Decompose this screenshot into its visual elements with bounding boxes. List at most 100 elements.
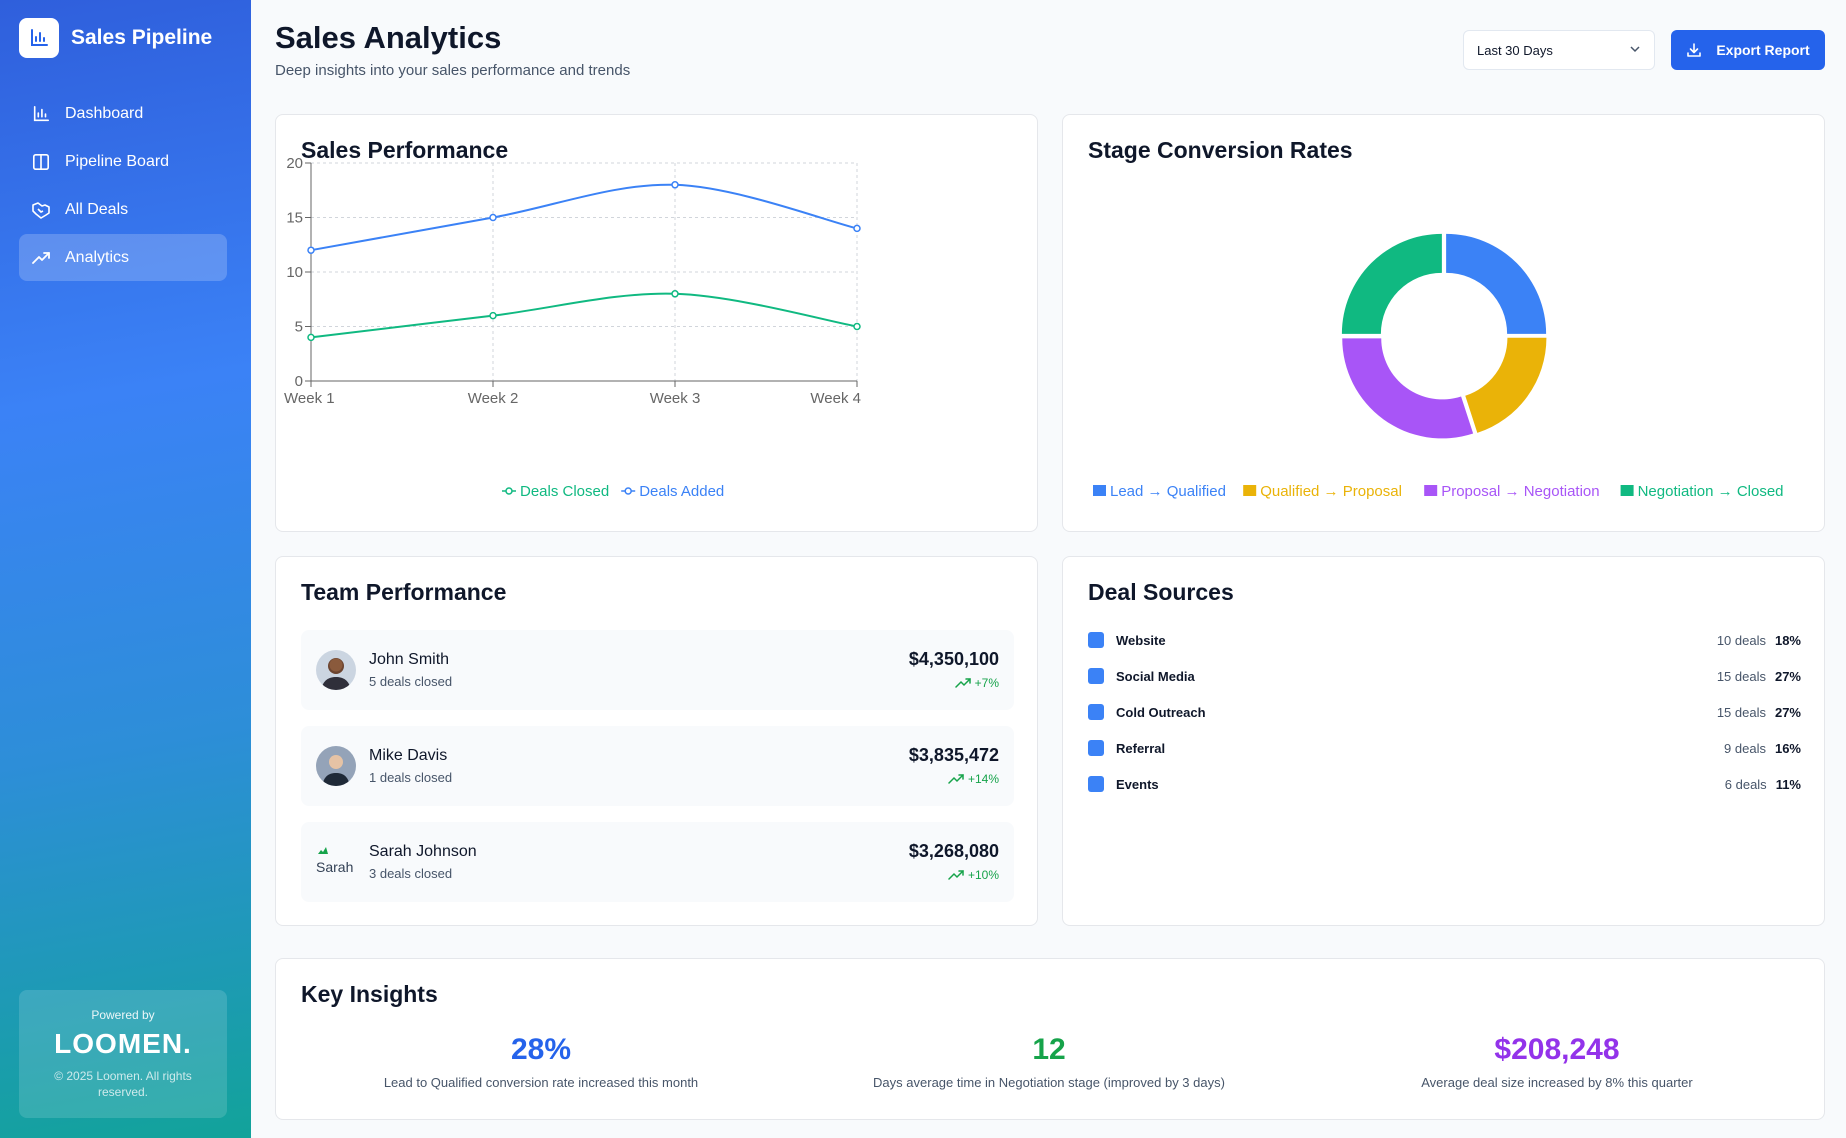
data-point	[489, 311, 497, 320]
date-range-select[interactable]: Last 30 Days	[1463, 30, 1655, 70]
y-tick-label: 5	[295, 319, 303, 336]
card-title: Sales Performance	[301, 137, 509, 163]
donut-slice	[1341, 233, 1442, 334]
x-tick-label: Week 3	[650, 390, 701, 407]
card-title: Team Performance	[301, 579, 507, 605]
member-change: +14%	[948, 772, 999, 786]
member-change-value: +10%	[967, 868, 999, 882]
member-deals: 3 deals closed	[369, 866, 453, 881]
source-row-website[interactable]: Website 10 deals 18%	[1088, 628, 1801, 652]
insight-description: Days average time in Negotiation stage (…	[873, 1075, 1225, 1090]
source-deals: 15 deals	[1716, 668, 1766, 684]
insight-value: 28%	[510, 1033, 572, 1066]
series-line-deals-added	[310, 183, 858, 252]
insight-conversion: 28% Lead to Qualified conversion rate in…	[301, 1033, 781, 1090]
sidebar-item-label: Analytics	[65, 248, 130, 266]
deal-sources-card: Deal Sources Website 10 deals 18% Social …	[1062, 556, 1825, 926]
member-amount: $4,350,100	[908, 649, 999, 669]
source-row-social-media[interactable]: Social Media 15 deals 27%	[1088, 664, 1801, 688]
copyright: © 2025 Loomen. All rights reserved.	[54, 1069, 192, 1099]
card-title: Deal Sources	[1088, 579, 1234, 605]
stage-conversion-chart[interactable]: Lead → Qualified Qualified → Proposal Prop…	[1063, 115, 1826, 533]
legend-swatch	[1620, 485, 1634, 496]
team-member-row[interactable]: John Smith 5 deals closed $4,350,100 +7%	[301, 630, 1014, 710]
insight-description: Average deal size increased by 8% this q…	[1421, 1075, 1693, 1090]
sidebar-item-label: Pipeline Board	[65, 152, 170, 170]
y-tick-label: 20	[286, 155, 303, 172]
insight-deal-size: $208,248 Average deal size increased by …	[1317, 1033, 1797, 1090]
data-point	[671, 290, 679, 298]
data-point	[853, 224, 861, 233]
data-point	[853, 322, 861, 331]
source-name: Events	[1116, 776, 1159, 792]
member-change-value: +7%	[974, 676, 999, 690]
legend-label: Proposal → Negotiation	[1441, 483, 1599, 500]
sidebar-item-dashboard[interactable]: Dashboard	[19, 90, 227, 137]
member-deals: 5 deals closed	[369, 674, 453, 689]
bar-chart-icon	[19, 18, 59, 58]
sidebar-item-all-deals[interactable]: All Deals	[19, 186, 227, 233]
brand[interactable]: Sales Pipeline	[19, 18, 212, 58]
source-name: Website	[1116, 632, 1166, 648]
source-row-referral[interactable]: Referral 9 deals 16%	[1088, 736, 1801, 760]
source-name: Referral	[1116, 740, 1166, 756]
insight-value: 12	[1032, 1033, 1066, 1066]
member-name: Mike Davis	[369, 747, 448, 764]
sales-performance-chart[interactable]: 0 5 10 15 20 Week 1 Week 2 Week 3 Week 4 Deals Cl…	[276, 115, 1039, 533]
source-deals: 9 deals	[1724, 740, 1766, 756]
member-change: +7%	[954, 676, 999, 690]
insight-negotiation-time: 12 Days average time in Negotiation stag…	[809, 1033, 1289, 1090]
member-deals: 1 deals closed	[369, 770, 453, 785]
legend-swatch	[1093, 485, 1106, 496]
bar-chart-icon	[31, 104, 51, 124]
legend-label: Lead → Qualified	[1110, 483, 1226, 500]
legend-label: Negotiation → Closed	[1638, 483, 1784, 500]
member-amount: $3,268,080	[908, 841, 999, 861]
team-member-row[interactable]: Sarah Sarah Johnson 3 deals closed $3,26…	[301, 822, 1014, 902]
data-point	[489, 213, 497, 222]
member-amount: $3,835,472	[908, 745, 999, 765]
source-deals: 15 deals	[1716, 704, 1766, 720]
legend-marker	[624, 487, 632, 495]
legend-marker	[505, 487, 513, 495]
date-range-value: Last 30 Days	[1477, 42, 1553, 58]
avatar-alt-text: Sarah	[316, 859, 354, 875]
source-color-swatch	[1088, 740, 1104, 756]
source-percent: 16%	[1774, 740, 1801, 756]
key-insights-card: Key Insights 28% Lead to Qualified conve…	[275, 958, 1825, 1120]
y-tick-label: 15	[286, 210, 303, 227]
sidebar-item-pipeline-board[interactable]: Pipeline Board	[19, 138, 227, 185]
card-title: Stage Conversion Rates	[1088, 137, 1353, 163]
donut-slice	[1465, 337, 1547, 433]
sidebar-item-label: Dashboard	[65, 104, 144, 122]
handshake-icon	[31, 200, 51, 220]
powered-by-box: Powered by LOOMEN. © 2025 Loomen. All ri…	[19, 990, 227, 1118]
stage-conversion-card: Stage Conversion Rates Lead → Qualified Q…	[1062, 114, 1825, 532]
donut-slice	[1342, 338, 1474, 439]
legend-label: Qualified → Proposal	[1260, 483, 1402, 500]
data-point	[671, 181, 679, 189]
source-percent: 18%	[1774, 632, 1801, 648]
trending-up-icon	[31, 248, 51, 268]
y-tick-label: 10	[286, 264, 303, 281]
avatar	[316, 650, 356, 690]
x-tick-label: Week 1	[284, 390, 335, 407]
export-report-button[interactable]: Export Report	[1671, 30, 1825, 70]
page-title: Sales Analytics	[275, 20, 502, 55]
team-member-row[interactable]: Mike Davis 1 deals closed $3,835,472 +14…	[301, 726, 1014, 806]
source-row-cold-outreach[interactable]: Cold Outreach 15 deals 27%	[1088, 700, 1801, 724]
export-report-label: Export Report	[1716, 42, 1810, 58]
legend-swatch	[1424, 485, 1438, 496]
sales-performance-card: Sales Performance 0 5 10 15 20 Week 1 Week 2 We…	[275, 114, 1038, 532]
chevron-down-icon	[1629, 43, 1641, 58]
y-tick-label: 0	[295, 373, 303, 390]
x-tick-label: Week 4	[810, 390, 861, 407]
sidebar: Sales Pipeline Dashboard Pipeline Board …	[0, 0, 251, 1138]
source-deals: 10 deals	[1716, 632, 1766, 648]
source-color-swatch	[1088, 704, 1104, 720]
loomen-logo[interactable]: LOOMEN.	[54, 1028, 192, 1059]
powered-by-label: Powered by	[91, 1008, 155, 1022]
trending-up-icon	[948, 870, 964, 880]
source-row-events[interactable]: Events 6 deals 11%	[1088, 772, 1801, 796]
sidebar-item-analytics[interactable]: Analytics	[19, 234, 227, 281]
